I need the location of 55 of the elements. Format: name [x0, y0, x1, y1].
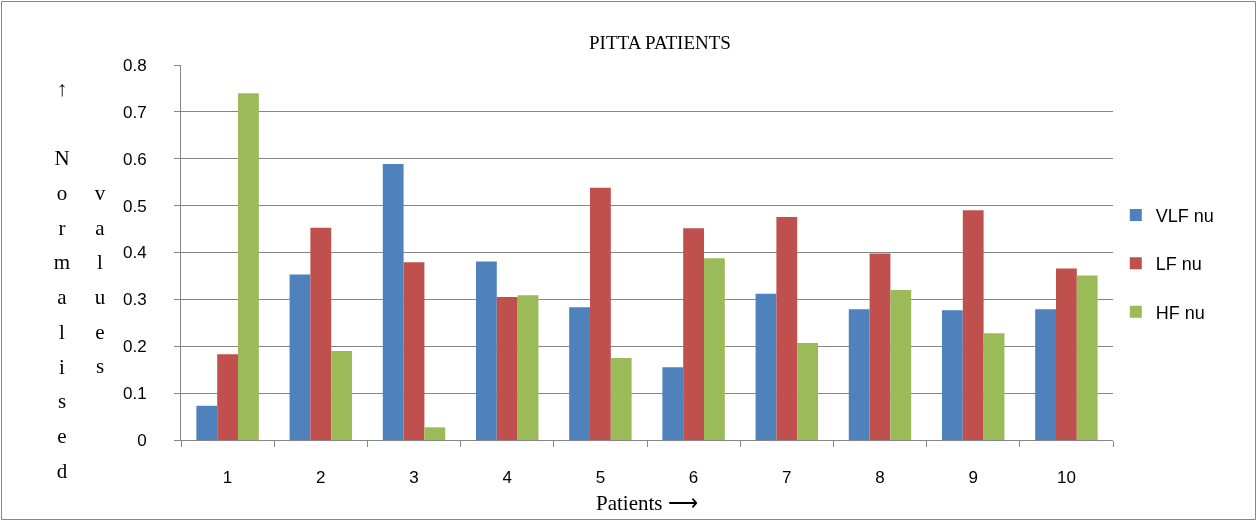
y-axis-title: ↑ Normalised values: [50, 77, 112, 494]
bar: [797, 342, 819, 440]
bar: [496, 297, 518, 440]
y-tick-label: 0.7: [122, 102, 147, 122]
bar: [517, 295, 539, 440]
y-tick-label: 0.1: [122, 384, 147, 404]
x-tick-label: 2: [316, 468, 326, 488]
x-tick-label: 1: [222, 468, 233, 488]
x-tick-label: 6: [688, 468, 699, 488]
bar: [776, 216, 798, 440]
x-axis-title: Patients ⟶: [596, 491, 698, 515]
x-tick-label: 9: [968, 468, 978, 488]
bar: [848, 309, 870, 440]
bar: [890, 290, 912, 440]
x-tick-label: 10: [1056, 468, 1076, 488]
bar: [196, 405, 218, 440]
bar: [310, 227, 332, 440]
bar: [382, 163, 404, 440]
legend-label: VLF nu: [1155, 205, 1214, 226]
bar: [755, 293, 777, 440]
bar: [475, 261, 497, 440]
bar: [683, 228, 705, 440]
bar: [983, 333, 1005, 440]
x-tick-label: 5: [595, 468, 606, 488]
y-tick-label: 0.8: [122, 55, 147, 75]
legend-label: HF nu: [1155, 302, 1205, 323]
y-tick-label: 0.5: [122, 196, 147, 216]
bar: [610, 357, 632, 440]
bar: [331, 350, 353, 440]
bar: [704, 258, 725, 440]
bar: [1076, 275, 1098, 440]
bar: [869, 253, 891, 440]
x-tick-label: 4: [502, 468, 512, 488]
bar: [289, 274, 311, 440]
y-tick-label: 0: [137, 430, 147, 450]
bar: [1035, 309, 1056, 440]
y-tick-label: 0.6: [122, 149, 147, 169]
bar: [217, 354, 239, 440]
bar: [962, 210, 984, 440]
bar: [424, 427, 446, 440]
y-tick-label: 0.4: [122, 243, 147, 263]
x-tick-label: 3: [409, 468, 419, 488]
bar: [662, 367, 684, 440]
bar: [403, 262, 425, 440]
bar: [589, 187, 611, 440]
y-tick-label: 0.3: [122, 290, 147, 310]
x-tick-label: 7: [782, 468, 792, 488]
bar: [1055, 268, 1077, 440]
bar: [941, 310, 963, 440]
y-tick-label: 0.2: [122, 337, 147, 357]
bar: [569, 307, 590, 440]
legend-label: LF nu: [1155, 254, 1202, 275]
x-tick-label: 8: [875, 468, 885, 488]
chart-title: PITTA PATIENTS: [589, 31, 731, 53]
bar: [238, 93, 259, 440]
